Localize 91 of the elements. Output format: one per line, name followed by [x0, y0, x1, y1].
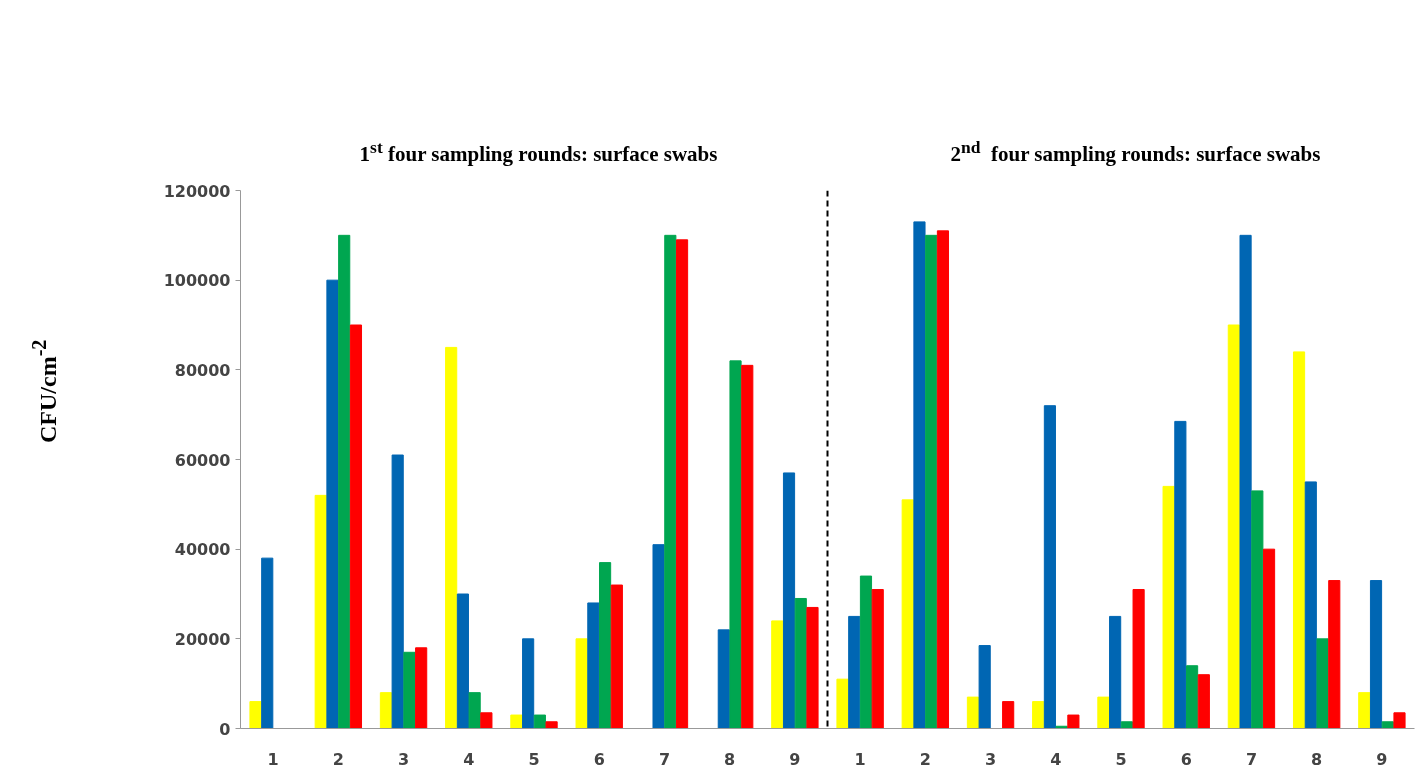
bar — [1197, 674, 1210, 729]
x-tick-label: 1 — [854, 749, 866, 769]
bar — [925, 234, 938, 729]
bar — [652, 544, 665, 729]
bar — [1393, 712, 1406, 729]
x-tick-label: 8 — [724, 749, 736, 769]
bar — [717, 629, 730, 729]
bar — [249, 701, 262, 729]
x-tick-label: 5 — [1115, 749, 1127, 769]
bar — [782, 472, 796, 729]
x-tick-label: 1 — [267, 749, 279, 769]
bar — [729, 360, 742, 729]
bar — [1304, 481, 1317, 729]
x-tick-label: 3 — [984, 749, 997, 769]
bar — [1369, 580, 1383, 729]
x-tick-label: 6 — [593, 749, 605, 769]
x-tick-label: 9 — [789, 749, 801, 769]
bar — [1262, 548, 1276, 729]
bar — [379, 692, 393, 729]
text: 1$^{st}$ four sampling rounds: surface swabs — [359, 136, 718, 168]
x-tick-label: 6 — [1180, 749, 1192, 769]
bar — [675, 239, 689, 729]
bar — [587, 602, 600, 729]
bar — [913, 221, 926, 729]
x-tick-label: 4 — [1050, 749, 1062, 769]
x-tick-label: 2 — [332, 749, 344, 769]
bar — [468, 692, 481, 729]
bar — [610, 584, 623, 729]
bar — [1109, 615, 1122, 729]
bar — [936, 230, 950, 729]
y-tick-label: 40000 — [174, 540, 231, 560]
bar — [1032, 701, 1045, 729]
x-tick-label: 8 — [1311, 749, 1323, 769]
bar — [575, 638, 588, 729]
y-tick-label: 80000 — [174, 360, 231, 380]
y-tick-label: 20000 — [174, 629, 231, 649]
bar — [1174, 420, 1187, 729]
x-tick-label: 9 — [1376, 749, 1388, 769]
bar — [522, 638, 535, 729]
bar — [901, 499, 914, 729]
bar — [1162, 485, 1175, 729]
x-tick-label: 7 — [658, 749, 671, 769]
bar — [391, 454, 404, 729]
bar — [415, 647, 428, 729]
bar — [664, 234, 677, 729]
bar — [314, 494, 327, 729]
bar — [1316, 638, 1329, 729]
y-tick-label: 60000 — [174, 450, 231, 470]
bar — [445, 346, 458, 729]
bar — [338, 234, 351, 729]
bar — [456, 593, 469, 729]
bar — [836, 678, 849, 729]
bar — [1132, 589, 1145, 729]
y-tick-label: 0 — [219, 719, 231, 739]
bar — [1251, 490, 1264, 729]
y-tick-label: 120000 — [163, 181, 231, 201]
bar — [403, 651, 416, 729]
bar — [1328, 580, 1341, 729]
bar — [794, 597, 807, 729]
x-tick-label: 4 — [463, 749, 475, 769]
bar — [1239, 234, 1252, 729]
text: 2$^{nd}$ four sampling rounds: surface swabs — [950, 136, 1321, 168]
bar — [1043, 405, 1056, 729]
x-tick-label: 3 — [397, 749, 410, 769]
bar — [966, 696, 980, 729]
bar — [1227, 324, 1240, 729]
bar — [326, 279, 339, 729]
bar — [349, 324, 363, 729]
bar — [978, 645, 991, 729]
bar — [1097, 696, 1110, 729]
bar — [599, 562, 612, 729]
x-tick-label: 5 — [528, 749, 540, 769]
bar — [859, 575, 873, 729]
bar — [1358, 692, 1371, 729]
bar — [848, 615, 861, 729]
bar — [545, 721, 558, 729]
bar — [871, 589, 884, 729]
bar — [533, 714, 546, 729]
x-tick-label: 7 — [1245, 749, 1258, 769]
bar — [1292, 351, 1306, 729]
bar — [480, 712, 493, 729]
bar — [1067, 714, 1080, 729]
bar — [1186, 665, 1199, 729]
bar — [261, 557, 274, 729]
bar — [806, 606, 819, 729]
bar — [741, 364, 754, 729]
bar — [510, 714, 523, 729]
bar — [771, 620, 784, 729]
bar — [1002, 701, 1015, 729]
x-tick-label: 2 — [919, 749, 931, 769]
y-tick-label: 100000 — [163, 271, 231, 291]
